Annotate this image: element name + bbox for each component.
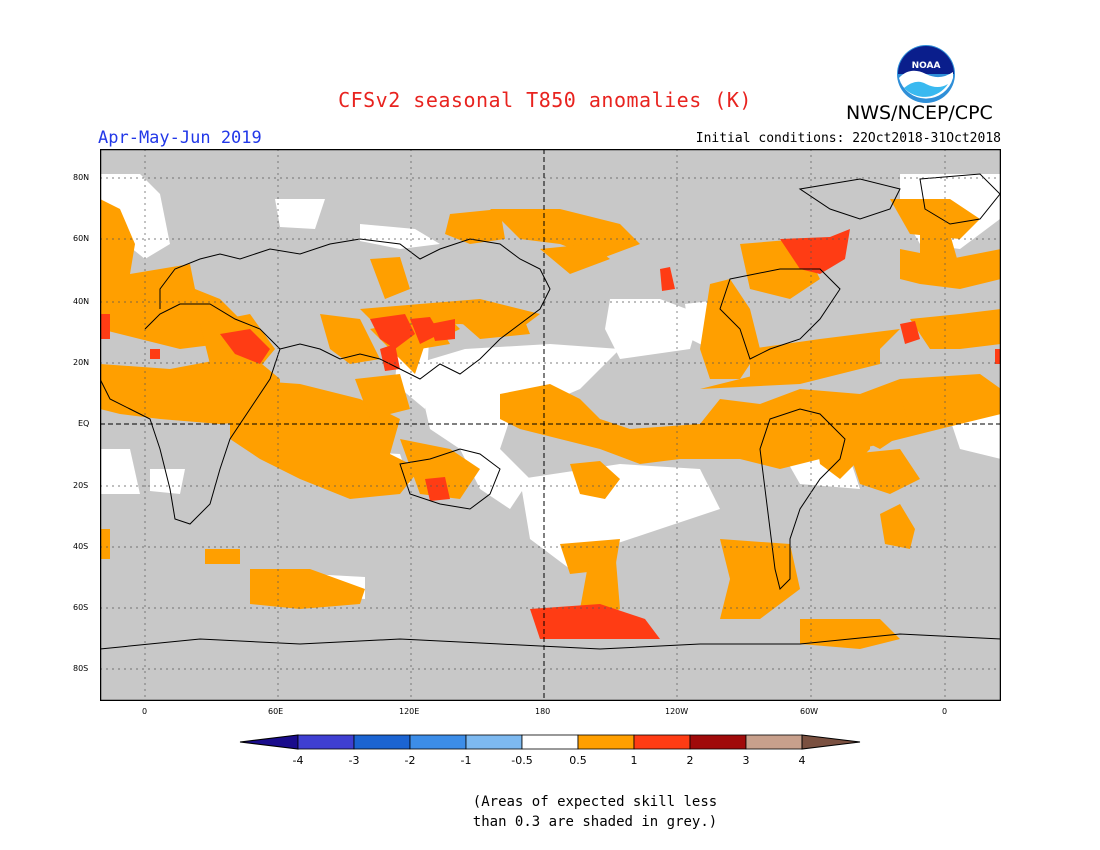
colorbar-swatch xyxy=(297,734,355,750)
skill-footnote: (Areas of expected skill less than 0.3 a… xyxy=(0,792,1100,832)
lat-label: 80N xyxy=(73,173,90,182)
lat-label: 60N xyxy=(73,234,90,243)
lat-label: 40S xyxy=(73,542,89,551)
lon-label: 60W xyxy=(800,707,819,716)
colorbar-swatch xyxy=(521,734,579,750)
graticule xyxy=(100,149,1001,701)
colorbar-swatch xyxy=(465,734,523,750)
map-svg xyxy=(99,148,1002,702)
map-title: CFSv2 seasonal T850 anomalies (K) xyxy=(338,88,752,112)
lat-label: 20N xyxy=(73,358,90,367)
colorbar-swatches xyxy=(239,734,861,750)
colorbar-labels: -4 -3 -2 -1 -0.5 0.5 1 2 3 4 xyxy=(293,754,806,767)
colorbar-label: -3 xyxy=(349,754,360,767)
lon-label: 0 xyxy=(942,707,948,716)
initial-conditions-label: Initial conditions: 22Oct2018-31Oct2018 xyxy=(695,131,1001,146)
lon-label: 120W xyxy=(665,707,689,716)
colorbar-swatch xyxy=(745,734,803,750)
anomaly-map: 80N 60N 40N 20N EQ 20S 40S 60S 80S 0 60E… xyxy=(73,148,1002,716)
lat-label: 20S xyxy=(73,481,89,490)
colorbar-swatch-right-end xyxy=(801,734,861,750)
colorbar-label: -0.5 xyxy=(511,754,532,767)
colorbar-swatch xyxy=(577,734,635,750)
lon-label: 120E xyxy=(399,707,420,716)
colorbar-label: 3 xyxy=(743,754,750,767)
lat-label: EQ xyxy=(78,419,90,428)
footnote-line-2: than 0.3 are shaded in grey.) xyxy=(472,814,718,830)
lat-label: 80S xyxy=(73,664,89,673)
logo-text: NOAA xyxy=(912,61,941,71)
organization-label: NWS/NCEP/CPC xyxy=(846,102,993,124)
map-frame xyxy=(99,148,1002,702)
noaa-logo: NOAA xyxy=(897,45,955,103)
colorbar-swatch xyxy=(353,734,411,750)
anomaly-1-to-2-regions xyxy=(100,229,1001,639)
colorbar-label: 4 xyxy=(799,754,806,767)
colorbar: -4 -3 -2 -1 -0.5 0.5 1 2 3 4 xyxy=(239,734,861,767)
anomaly-0-5-to-1-regions xyxy=(100,199,1001,649)
colorbar-swatch xyxy=(409,734,467,750)
coastlines xyxy=(99,173,1002,650)
lon-label: 180 xyxy=(535,707,551,716)
colorbar-swatch xyxy=(689,734,747,750)
colorbar-swatch-left-end xyxy=(239,734,299,750)
colorbar-label: 0.5 xyxy=(569,754,587,767)
neutral-regions xyxy=(100,174,1001,599)
lon-label: 0 xyxy=(142,707,148,716)
equator-dateline xyxy=(100,149,1001,701)
colorbar-swatch xyxy=(633,734,691,750)
season-label: Apr-May-Jun 2019 xyxy=(98,128,262,148)
lon-label: 60E xyxy=(268,707,284,716)
colorbar-label: -4 xyxy=(293,754,304,767)
lat-label: 60S xyxy=(73,603,89,612)
footnote-line-1: (Areas of expected skill less xyxy=(472,794,718,810)
colorbar-label: -1 xyxy=(461,754,472,767)
lat-label: 40N xyxy=(73,297,90,306)
colorbar-label: 2 xyxy=(687,754,694,767)
colorbar-label: -2 xyxy=(405,754,416,767)
colorbar-label: 1 xyxy=(631,754,638,767)
